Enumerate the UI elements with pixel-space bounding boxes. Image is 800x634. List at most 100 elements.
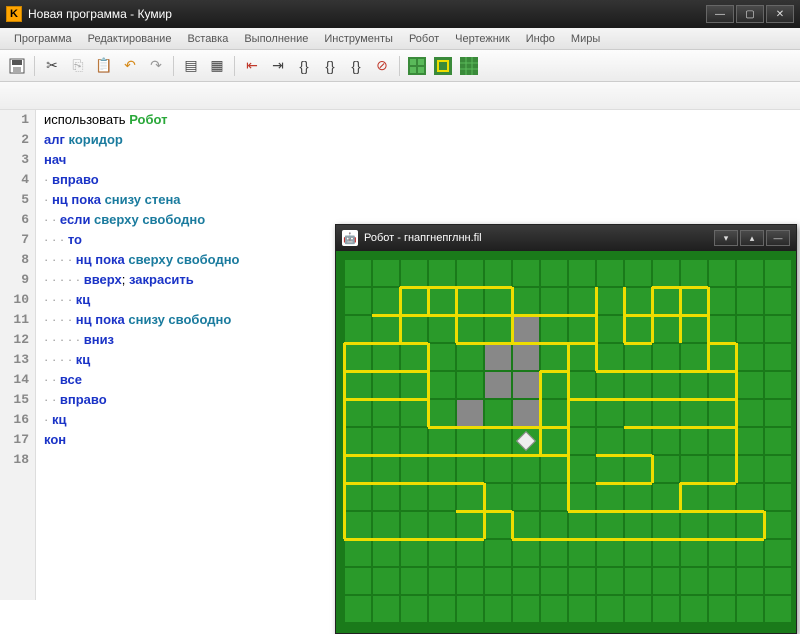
field-cell[interactable] [512, 567, 540, 595]
field2-icon[interactable] [432, 55, 454, 77]
robot-title-bar[interactable]: 🤖 Робот - гнапгнепглнн.fil ▾ ▴ — [336, 225, 796, 251]
field-cell[interactable] [596, 567, 624, 595]
field-cell[interactable] [764, 427, 792, 455]
menu-robot[interactable]: Робот [401, 30, 447, 48]
field-cell[interactable] [568, 595, 596, 623]
field-cell[interactable] [568, 343, 596, 371]
field-cell[interactable] [428, 343, 456, 371]
field-cell[interactable] [428, 287, 456, 315]
field-cell[interactable] [456, 483, 484, 511]
code-line[interactable]: · · · · · вниз [44, 330, 330, 350]
field-cell[interactable] [512, 483, 540, 511]
save-icon[interactable] [6, 55, 28, 77]
field-cell[interactable] [428, 259, 456, 287]
code-line[interactable]: · · · · · вверх; закрасить [44, 270, 330, 290]
field-cell[interactable] [372, 539, 400, 567]
code-body[interactable]: использовать Роботалг коридорнач· вправо… [36, 110, 330, 600]
field-cell[interactable] [344, 259, 372, 287]
field-cell[interactable] [624, 483, 652, 511]
field-cell[interactable] [428, 483, 456, 511]
code-line[interactable]: · · если сверху свободно [44, 210, 330, 230]
field-cell[interactable] [568, 371, 596, 399]
field-cell[interactable] [456, 343, 484, 371]
field-cell[interactable] [540, 287, 568, 315]
field-cell[interactable] [344, 399, 372, 427]
field-cell[interactable] [680, 343, 708, 371]
field-cell[interactable] [596, 399, 624, 427]
field-cell[interactable] [652, 567, 680, 595]
code-line[interactable]: кон [44, 430, 330, 450]
field-cell[interactable] [708, 427, 736, 455]
field-cell[interactable] [680, 511, 708, 539]
step-back-icon[interactable]: ⇤ [241, 55, 263, 77]
field-cell[interactable] [484, 427, 512, 455]
field-cell[interactable] [456, 539, 484, 567]
field-cell[interactable] [484, 315, 512, 343]
field-cell[interactable] [344, 567, 372, 595]
field-cell[interactable] [652, 539, 680, 567]
field-cell[interactable] [372, 427, 400, 455]
field-cell[interactable] [568, 427, 596, 455]
field-cell[interactable] [484, 455, 512, 483]
field3-icon[interactable] [458, 55, 480, 77]
undo-icon[interactable]: ↶ [119, 55, 141, 77]
field-cell[interactable] [680, 455, 708, 483]
field-cell[interactable] [596, 259, 624, 287]
code-editor[interactable]: 123456789101112131415161718 использовать… [0, 110, 330, 600]
field-cell[interactable] [456, 427, 484, 455]
field-cell[interactable] [680, 567, 708, 595]
brace1-icon[interactable]: {} [293, 55, 315, 77]
robot-max-button[interactable]: ▴ [740, 230, 764, 246]
field-cell[interactable] [624, 427, 652, 455]
field-cell[interactable] [736, 287, 764, 315]
field-cell[interactable] [512, 455, 540, 483]
field-cell[interactable] [708, 371, 736, 399]
field-cell[interactable] [708, 483, 736, 511]
field-cell[interactable] [540, 511, 568, 539]
field-cell[interactable] [372, 399, 400, 427]
field-cell[interactable] [708, 287, 736, 315]
field-cell[interactable] [764, 483, 792, 511]
field-cell[interactable] [400, 567, 428, 595]
brace2-icon[interactable]: {} [319, 55, 341, 77]
field-cell[interactable] [512, 287, 540, 315]
field-cell[interactable] [624, 567, 652, 595]
field-cell[interactable] [400, 455, 428, 483]
field-cell[interactable] [624, 315, 652, 343]
menu-program[interactable]: Программа [6, 30, 80, 48]
field-cell[interactable] [652, 455, 680, 483]
code-line[interactable]: · кц [44, 410, 330, 430]
field-cell[interactable] [456, 287, 484, 315]
field-cell[interactable] [596, 343, 624, 371]
field-cell[interactable] [484, 287, 512, 315]
field-cell[interactable] [456, 371, 484, 399]
field-cell[interactable] [540, 483, 568, 511]
field-cell[interactable] [344, 539, 372, 567]
field-cell[interactable] [736, 259, 764, 287]
field-cell[interactable] [624, 343, 652, 371]
field-cell[interactable] [372, 287, 400, 315]
field-cell[interactable] [736, 315, 764, 343]
field1-icon[interactable] [406, 55, 428, 77]
field-cell[interactable] [736, 399, 764, 427]
field-cell[interactable] [400, 483, 428, 511]
field-cell[interactable] [652, 427, 680, 455]
field-cell[interactable] [680, 539, 708, 567]
list-icon[interactable]: ▦ [206, 55, 228, 77]
field-cell[interactable] [540, 595, 568, 623]
field-cell[interactable] [344, 343, 372, 371]
field-cell[interactable] [372, 455, 400, 483]
code-line[interactable]: · · · · нц пока снизу свободно [44, 310, 330, 330]
code-line[interactable] [44, 450, 330, 470]
paste-icon[interactable]: 📋 [93, 55, 115, 77]
robot-field[interactable] [344, 259, 788, 625]
field-cell[interactable] [372, 259, 400, 287]
field-cell[interactable] [400, 287, 428, 315]
field-cell[interactable] [344, 455, 372, 483]
field-cell[interactable] [764, 371, 792, 399]
field-cell[interactable] [400, 595, 428, 623]
menu-worlds[interactable]: Миры [563, 30, 608, 48]
field-cell[interactable] [624, 455, 652, 483]
field-cell[interactable] [428, 539, 456, 567]
field-cell[interactable] [344, 595, 372, 623]
